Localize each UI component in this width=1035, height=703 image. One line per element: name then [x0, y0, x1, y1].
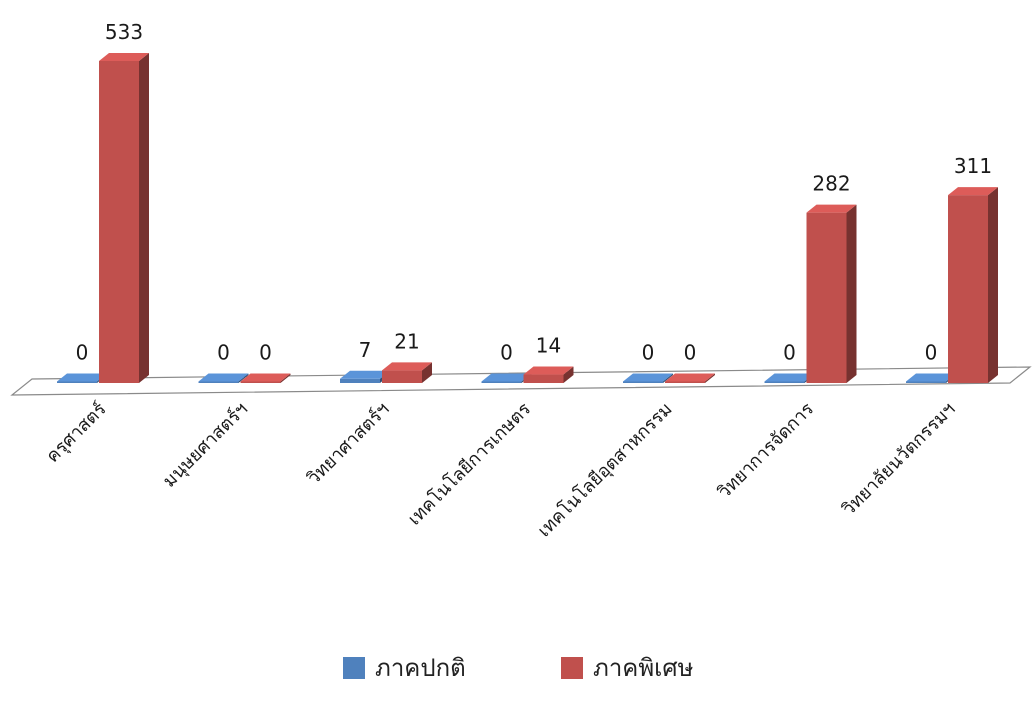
- data-label-cat2-s2: 0: [259, 341, 272, 365]
- legend-label-special: ภาคพิเศษ: [593, 654, 694, 682]
- bar-side-cat2-s1: [238, 373, 249, 383]
- bar-cat5-s1: [623, 381, 663, 383]
- category-label-4: เทคโนโลยีการเกษตร: [403, 398, 535, 530]
- data-label-cat7-s2: 311: [954, 154, 992, 178]
- category-label-3: วิทยาศาสตร์ฯ: [303, 399, 393, 489]
- legend-swatch-regular: [343, 656, 365, 679]
- data-label-cat2-s1: 0: [217, 341, 230, 365]
- category-label-2: มนุษยศาสตร์ฯ: [159, 399, 252, 492]
- bar-cat2-s2: [240, 381, 281, 383]
- bar-top-cat3-s1: [340, 370, 390, 379]
- bar-cat6-s1: [764, 381, 805, 383]
- legend-item-regular: ภาคปกติ: [343, 648, 466, 687]
- bar-top-cat6-s2: [806, 204, 857, 213]
- bar-cat4-s2: [523, 374, 564, 383]
- bar-top-cat5-s1: [623, 373, 673, 382]
- bar-top-cat2-s2: [240, 373, 291, 382]
- bar-cat4-s1: [481, 381, 522, 383]
- category-label-7: วิทยาลัยนวัตกรรมฯ: [838, 399, 959, 520]
- bar-cat5-s2: [665, 381, 705, 383]
- bar-top-cat2-s1: [198, 373, 249, 382]
- bar-cat3-s2: [382, 370, 422, 383]
- legend-swatch-special: [561, 656, 583, 679]
- bar-cat1-s1: [57, 381, 97, 383]
- bar-cat6-s2: [806, 212, 847, 383]
- data-label-cat1-s2: 533: [105, 20, 143, 44]
- bar-cat1-s2: [99, 61, 139, 383]
- bar-top-cat6-s1: [764, 373, 815, 382]
- data-label-cat6-s2: 282: [812, 172, 850, 196]
- data-label-cat1-s1: 0: [76, 341, 89, 365]
- data-label-cat5-s1: 0: [642, 341, 655, 365]
- bar-side-cat3-s2: [422, 362, 432, 383]
- legend: ภาคปกติ ภาคพิเศษ: [0, 648, 1035, 684]
- bar-side-cat6-s2: [846, 204, 857, 383]
- category-label-6: วิทยาการจัดการ: [714, 398, 818, 502]
- data-label-cat6-s1: 0: [783, 341, 796, 365]
- bar-side-cat2-s2: [280, 373, 291, 383]
- bar-top-cat7-s2: [948, 187, 998, 196]
- legend-label-regular: ภาคปกติ: [375, 654, 466, 682]
- data-label-cat7-s1: 0: [925, 341, 938, 365]
- bar-top-cat3-s2: [382, 362, 432, 371]
- category-label-5: เทคโนโลยีอุตสาหกรรม: [533, 398, 676, 541]
- bar-side-cat5-s1: [663, 373, 673, 383]
- bar-cat2-s1: [198, 381, 239, 383]
- bar-top-cat4-s1: [481, 373, 532, 382]
- bar-side-cat1-s2: [139, 53, 149, 383]
- category-label-1: ครุศาสตร์: [42, 398, 111, 467]
- data-label-cat4-s2: 14: [536, 334, 561, 358]
- data-label-cat5-s2: 0: [684, 341, 697, 365]
- bar-cat7-s1: [906, 381, 946, 383]
- bar-top-cat1-s2: [99, 53, 149, 61]
- bar-top-cat5-s2: [665, 373, 715, 382]
- bar-top-cat4-s2: [523, 366, 574, 375]
- data-label-cat3-s1: 7: [359, 338, 372, 362]
- bar-top-cat1-s1: [57, 373, 107, 382]
- bar-side-cat7-s2: [988, 187, 998, 383]
- bar-top-cat7-s1: [906, 373, 956, 382]
- data-label-cat4-s1: 0: [500, 341, 513, 365]
- bar-cat3-s1: [340, 378, 380, 383]
- bar-cat7-s2: [948, 195, 988, 383]
- legend-item-special: ภาคพิเศษ: [561, 648, 693, 687]
- bar-side-cat4-s2: [563, 366, 574, 383]
- bar-side-cat5-s2: [705, 373, 715, 383]
- data-label-cat3-s2: 21: [394, 329, 419, 353]
